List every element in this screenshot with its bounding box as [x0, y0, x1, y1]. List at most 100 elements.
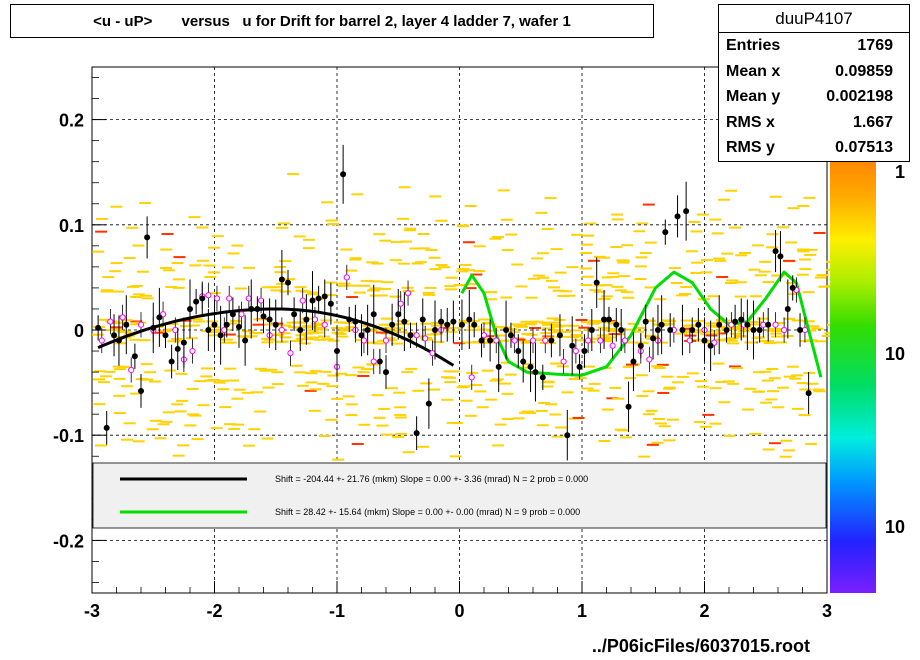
hist-cell [231, 397, 244, 400]
hist-cell [132, 244, 145, 247]
hist-cell [464, 414, 477, 417]
colorbar-label: 1 [895, 162, 905, 182]
hist-cell [456, 386, 469, 389]
hist-cell [693, 319, 706, 322]
hist-cell [593, 290, 606, 293]
hist-cell [804, 253, 817, 256]
hist-cell [332, 458, 345, 461]
hist-cell [223, 333, 236, 336]
data-point [723, 327, 730, 333]
data-point [569, 342, 576, 349]
hist-cell [653, 366, 666, 369]
hist-cell [491, 236, 504, 239]
hist-cell [811, 327, 824, 330]
hist-cell [220, 338, 233, 341]
hist-cell [337, 284, 350, 287]
hist-cell [234, 287, 247, 290]
hist-cell [818, 285, 831, 288]
hist-cell [123, 257, 136, 260]
hist-cell [358, 423, 371, 426]
hist-cell [185, 337, 198, 340]
hist-cell [531, 338, 544, 341]
hist-cell [482, 335, 495, 338]
hist-cell [574, 377, 587, 380]
hist-cell [773, 322, 786, 325]
hist-cell [111, 328, 124, 331]
hist-cell [609, 386, 622, 389]
legend-panel [92, 462, 827, 529]
data-point [654, 327, 661, 333]
hist-cell [787, 207, 800, 210]
hist-cell [478, 318, 491, 321]
profile-point [560, 358, 567, 365]
hist-cell [438, 266, 451, 269]
data-point [683, 208, 690, 215]
data-point [674, 213, 681, 220]
hist-cell [95, 444, 108, 447]
data-point [115, 337, 122, 344]
hist-cell [290, 340, 303, 343]
data-point [187, 305, 193, 312]
hist-cell [170, 337, 183, 340]
profile-point [382, 337, 390, 344]
hist-cell [476, 406, 489, 409]
hist-cell [636, 395, 649, 398]
hist-cell [545, 403, 558, 406]
stats-value: 0.07513 [835, 139, 893, 156]
hist-cell [301, 332, 314, 335]
hist-cell [141, 297, 154, 300]
hist-cell [92, 378, 105, 381]
hist-cell [171, 262, 184, 265]
x-tick-label: 0 [454, 601, 464, 621]
hist-cell [552, 331, 565, 334]
hist-cell [154, 437, 167, 440]
stats-row-mean-x: Mean x 0.09859 [719, 59, 909, 85]
hist-cell [357, 374, 370, 377]
stats-row-rms-y: RMS y 0.07513 [719, 135, 909, 161]
hist-cell [379, 287, 392, 290]
hist-cell [718, 339, 731, 342]
hist-cell [695, 380, 708, 383]
hist-cell [596, 337, 609, 340]
hist-cell [381, 281, 394, 284]
hist-cell [732, 328, 745, 331]
data-point [789, 284, 796, 291]
hist-cell [766, 368, 779, 371]
hist-cell [166, 322, 179, 325]
hist-cell [618, 275, 631, 278]
hist-cell [572, 339, 585, 342]
hist-cell [569, 329, 582, 332]
hist-cell [644, 241, 657, 244]
hist-cell [160, 420, 173, 423]
hist-cell [658, 425, 671, 428]
data-point [174, 345, 181, 352]
hist-cell [397, 217, 410, 220]
hist-cell [507, 330, 520, 333]
hist-cell [622, 365, 635, 368]
stats-row-rms-x: RMS x 1.667 [719, 110, 909, 136]
hist-cell [785, 241, 798, 244]
hist-cell [803, 371, 816, 374]
hist-cell [307, 331, 320, 334]
hist-cell [251, 391, 264, 394]
hist-cell [378, 407, 391, 410]
hist-cell [709, 387, 722, 390]
hist-cell [484, 298, 497, 301]
profile-point [711, 339, 718, 346]
hist-cell [754, 274, 767, 277]
hist-cell [302, 338, 315, 341]
hist-cell [458, 385, 471, 388]
data-point [772, 248, 779, 255]
hist-cell [314, 338, 327, 341]
legend-text: Shift = -204.44 +- 21.76 (mkm) Slope = 0… [275, 474, 588, 484]
hist-cell [487, 341, 500, 344]
data-point [150, 324, 157, 331]
hist-cell [663, 386, 676, 389]
hist-cell [500, 296, 513, 299]
hist-cell [772, 406, 785, 409]
hist-cell [225, 322, 238, 325]
hist-cell [813, 231, 826, 234]
hist-cell [144, 371, 157, 374]
hist-cell [405, 322, 418, 325]
data-point [539, 374, 546, 381]
